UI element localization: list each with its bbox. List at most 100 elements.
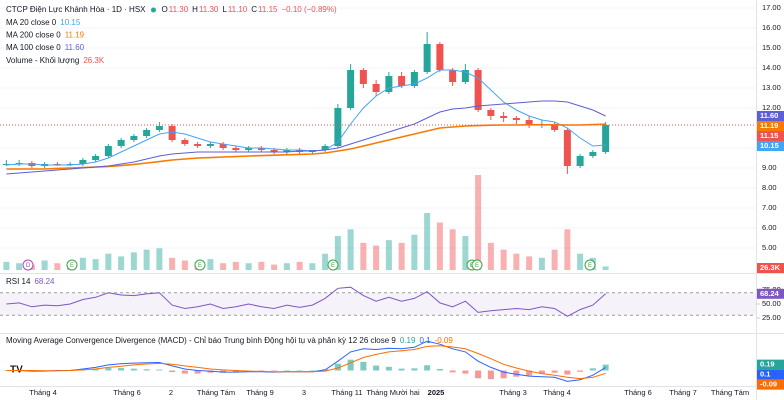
legend-text: L: [222, 5, 227, 14]
volume-bar: [334, 236, 341, 270]
macd-badge: [757, 359, 784, 370]
macd-badge-label: 0.1: [760, 370, 770, 379]
candle-body: [410, 72, 418, 86]
x-tick-label: Tháng 11: [331, 388, 362, 397]
y-tick-label: 5.00: [762, 243, 777, 252]
macd-hist-bar: [487, 370, 494, 380]
candle-body: [270, 150, 278, 152]
volume-bar: [411, 234, 418, 270]
event-marker: [22, 259, 34, 271]
candle-body: [449, 70, 457, 82]
y-tick-label: 9.00: [762, 163, 777, 172]
macd-hist-bar: [398, 368, 405, 371]
x-tick-label: 2025: [428, 388, 445, 397]
macd-hist-bar: [105, 368, 112, 371]
volume-bar: [577, 253, 584, 270]
candle-body: [79, 160, 87, 164]
legend-text: 11.30: [169, 5, 189, 14]
volume-bar: [296, 261, 303, 270]
volume-bar: [105, 253, 112, 270]
candle-body: [551, 124, 559, 130]
status-dot: [150, 7, 156, 13]
legend-text: 10.15: [60, 18, 81, 27]
macd-hist-bar: [475, 370, 482, 379]
y-tick-label: 12.00: [762, 103, 781, 112]
macd-hist-bar: [296, 370, 303, 372]
volume-bar: [79, 257, 86, 270]
macd-hist-bar: [130, 368, 137, 371]
event-marker: [471, 259, 483, 271]
volume-bar: [3, 261, 10, 270]
volume-badge-label: 26.3K: [760, 263, 781, 272]
candle-body: [334, 108, 342, 146]
event-marker: [194, 259, 206, 271]
y-tick-label: 7.00: [762, 203, 777, 212]
candle-body: [130, 136, 138, 140]
candle-body: [372, 84, 380, 92]
legend-text: CTCP Điện Lực Khánh Hòa · 1D · HSX: [6, 5, 146, 14]
price-badge: [757, 131, 784, 141]
volume-bar: [118, 256, 125, 270]
volume-bar: [16, 263, 23, 270]
price-badge: [757, 121, 784, 131]
volume-bar: [526, 256, 533, 270]
legend-text: 0.19: [400, 336, 416, 345]
volume-bar: [513, 253, 520, 270]
event-marker: [584, 259, 596, 271]
volume-bar: [245, 263, 252, 270]
event-label: E: [331, 263, 335, 269]
candle-body: [589, 152, 597, 156]
legend-text: −0.10 (−0.89%): [281, 5, 336, 14]
legend-text: MA 100 close 0: [6, 43, 61, 52]
price-badge-label: 11.19: [760, 121, 778, 130]
macd-hist-bar: [538, 370, 545, 374]
y-tick-label: 16.00: [762, 23, 781, 32]
volume-bar: [385, 240, 392, 270]
macd-badge: [757, 379, 784, 390]
macd-hist-bar: [118, 368, 125, 371]
candle-body: [181, 140, 189, 144]
event-marker: [327, 259, 339, 271]
macd-hist-bar: [385, 366, 392, 371]
macd-badge: [757, 369, 784, 380]
signal-line: [6, 345, 606, 380]
event-label: E: [588, 263, 592, 269]
legend-text: 26.3K: [83, 56, 105, 65]
event-label: E: [198, 263, 202, 269]
volume-bar: [398, 242, 405, 270]
volume-bar: [551, 249, 558, 270]
macd-hist-bar: [334, 363, 341, 371]
legend-text: O: [161, 5, 167, 14]
event-marker: [66, 259, 78, 271]
candle-body: [219, 144, 227, 148]
volume-bar: [41, 260, 48, 270]
rsi-band: [0, 292, 756, 316]
volume-bar: [436, 222, 443, 270]
volume-bar: [602, 266, 609, 270]
candle-body: [525, 120, 533, 124]
x-tick-label: Tháng 7: [669, 388, 697, 397]
ma-line: [6, 100, 606, 175]
volume-bar: [538, 257, 545, 270]
volume-bar: [232, 261, 239, 270]
candle-body: [92, 156, 100, 160]
x-tick-label: 3: [302, 388, 306, 397]
legend-text: 11.60: [65, 43, 85, 52]
candle-body: [2, 164, 10, 165]
legend-text: Volume - Khối lượng: [6, 56, 79, 65]
candle-body: [104, 146, 112, 156]
volume-bar: [500, 249, 507, 270]
volume-bar: [283, 263, 290, 270]
event-label: E: [475, 263, 479, 269]
macd-hist-bar: [513, 370, 520, 377]
y-tick-label: 6.00: [762, 223, 777, 232]
y-tick-label: 8.00: [762, 183, 777, 192]
volume-bar: [564, 229, 571, 270]
macd-hist-bar: [462, 370, 469, 374]
rsi-badge-label: 68.24: [760, 289, 780, 298]
macd-hist-bar: [271, 370, 278, 372]
macd-hist-bar: [207, 370, 214, 373]
macd-hist-bar: [360, 361, 367, 371]
legend-text: 11.10: [228, 5, 248, 14]
macd-hist-bar: [258, 370, 265, 372]
